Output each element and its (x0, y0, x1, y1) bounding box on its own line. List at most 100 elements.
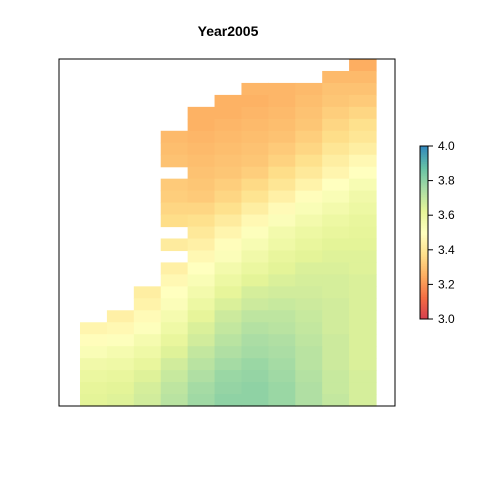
colorbar-segment (420, 151, 428, 154)
heatmap-cell (268, 178, 296, 192)
colorbar-segment (420, 152, 428, 156)
colorbar-segment (420, 254, 428, 258)
colorbar-segment (420, 258, 428, 261)
colorbar-segment (420, 239, 428, 242)
heatmap-cell (322, 106, 350, 120)
heatmap-cell (214, 286, 243, 299)
colorbar-segment (420, 227, 428, 230)
heatmap-cell (214, 190, 243, 204)
heatmap-cell (322, 178, 350, 192)
heatmap-cell (349, 370, 377, 383)
colorbar-segment (420, 274, 428, 277)
colorbar-segment (420, 158, 428, 161)
heatmap-cell (160, 202, 189, 216)
heatmap-cell (187, 334, 216, 347)
heatmap-cell (187, 178, 216, 192)
colorbar-segment (420, 280, 428, 284)
heatmap-cell (349, 154, 377, 168)
heatmap-cell (187, 382, 216, 395)
heatmap-cell (268, 286, 296, 299)
heatmap-cell (322, 166, 350, 180)
colorbar-segment (420, 277, 428, 280)
heatmap-cell (241, 262, 269, 275)
colorbar-segment (420, 218, 428, 221)
colorbar-segment (420, 216, 428, 220)
colorbar: 3.0 3.2 3.4 3.6 3.8 4.0 (419, 139, 455, 326)
heatmap-cell (295, 130, 323, 144)
colorbar-segment (420, 159, 428, 163)
heatmap-cell (241, 130, 269, 144)
heatmap-cell (322, 262, 350, 275)
colorbar-segment (420, 211, 428, 214)
colorbar-segment (420, 225, 428, 228)
heatmap-cell (322, 202, 350, 216)
heatmap-cell (214, 334, 243, 347)
heatmap-cell (295, 94, 323, 108)
heatmap-cell (322, 310, 350, 323)
heatmap-cell (241, 94, 269, 108)
heatmap-cell (268, 226, 296, 240)
heatmap-cell (160, 382, 189, 395)
heatmap-cell (349, 82, 377, 96)
heatmap-cell (160, 214, 189, 228)
heatmap-cell (214, 178, 243, 192)
heatmap-cell (106, 382, 135, 395)
heatmap-cell (80, 334, 108, 347)
heatmap-cell (241, 106, 269, 120)
colorbar-segment (420, 184, 428, 187)
heatmap-cell (187, 358, 216, 371)
heatmap-cell (187, 322, 216, 335)
heatmap-cell (295, 142, 323, 156)
heatmap-cell (268, 394, 296, 407)
colorbar-segment (420, 237, 428, 240)
heatmap-cell (349, 322, 377, 335)
heatmap-cell (349, 94, 377, 108)
colorbar-segment (420, 270, 428, 273)
heatmap-cell (133, 286, 162, 299)
colorbar-segment (420, 234, 428, 237)
heatmap-cell (160, 238, 189, 252)
heatmap-cell (214, 310, 243, 323)
heatmap-cell (268, 310, 296, 323)
colorbar-segment (420, 267, 428, 270)
colorbar-segment (420, 289, 428, 292)
heatmap-cell (187, 310, 216, 323)
heatmap-cell (349, 274, 377, 287)
plot-frame (58, 58, 396, 407)
heatmap-cell (214, 154, 243, 168)
heatmap-cell (241, 346, 269, 359)
colorbar-segment (420, 165, 428, 168)
colorbar-segment (420, 213, 428, 216)
colorbar-tick-label: 3.4 (438, 243, 455, 257)
heatmap-cell (160, 262, 189, 275)
heatmap-cell (349, 130, 377, 144)
heatmap-cell (214, 238, 243, 252)
colorbar-segment (420, 242, 428, 246)
colorbar-segment (420, 192, 428, 195)
colorbar-segment (420, 310, 428, 313)
colorbar-segment (420, 197, 428, 201)
heatmap-cell (133, 370, 162, 383)
heatmap-cell (268, 130, 296, 144)
heatmap-cell (349, 178, 377, 192)
heatmap-cell (295, 382, 323, 395)
colorbar-segment (420, 256, 428, 259)
colorbar-segment (420, 175, 428, 178)
colorbar-segment (420, 149, 428, 152)
heatmap-cell (268, 94, 296, 108)
heatmap-cell (160, 358, 189, 371)
colorbar-segment (420, 312, 428, 315)
colorbar-segment (420, 199, 428, 202)
heatmap-cell (295, 226, 323, 240)
heatmap-cell (106, 394, 135, 407)
heatmap-cell (349, 214, 377, 228)
heatmap-cell (295, 250, 323, 264)
colorbar-segment (420, 220, 428, 223)
heatmap-cell (187, 166, 216, 180)
heatmap-cell (187, 106, 216, 120)
colorbar-segment (420, 282, 428, 285)
heatmap-cell (80, 346, 108, 359)
heatmap-cell (80, 382, 108, 395)
heatmap-cell (268, 250, 296, 264)
heatmap-cell (349, 250, 377, 264)
